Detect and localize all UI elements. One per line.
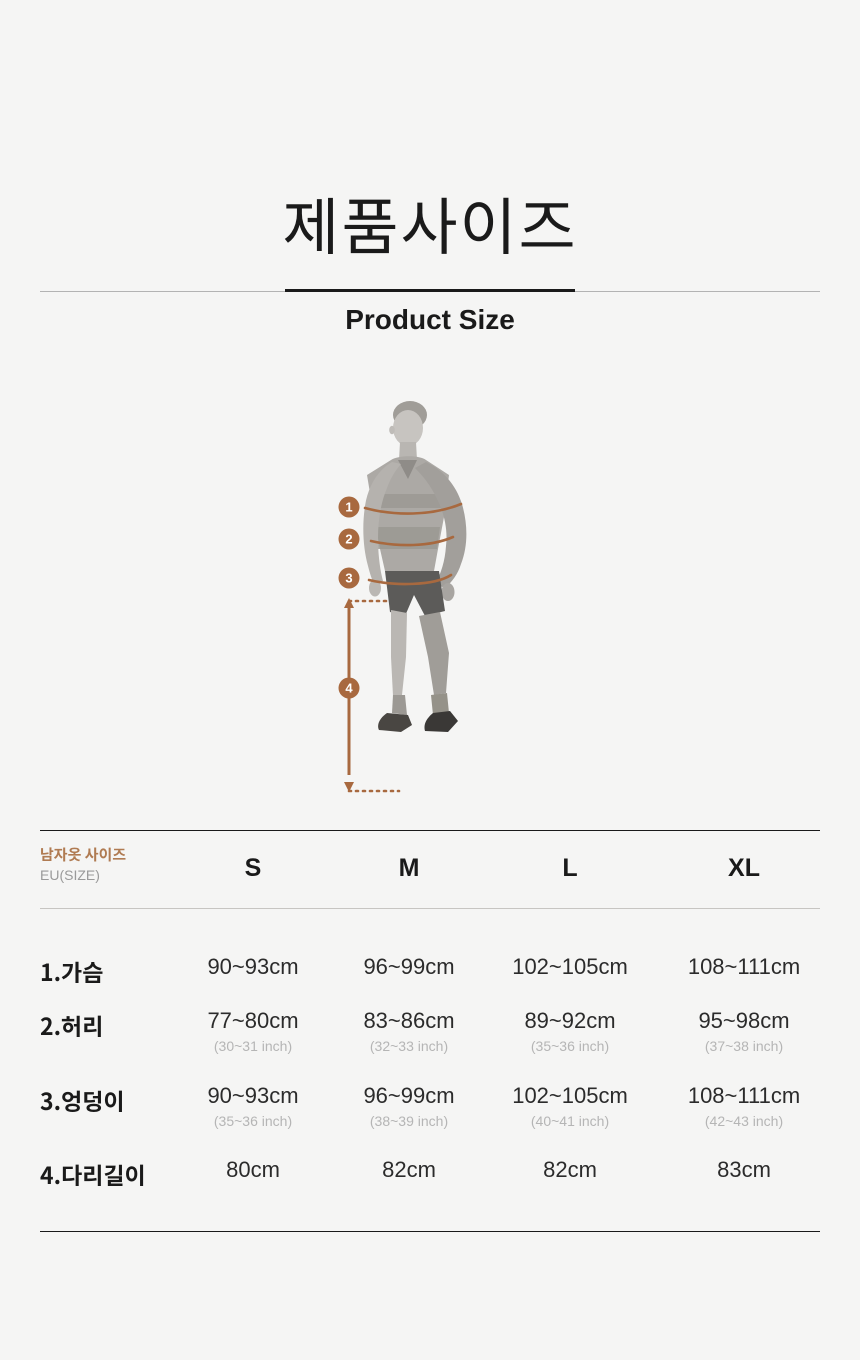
svg-text:4: 4 — [345, 681, 353, 696]
svg-text:1: 1 — [345, 500, 352, 515]
svg-text:3: 3 — [345, 571, 352, 586]
svg-text:2: 2 — [345, 532, 352, 547]
